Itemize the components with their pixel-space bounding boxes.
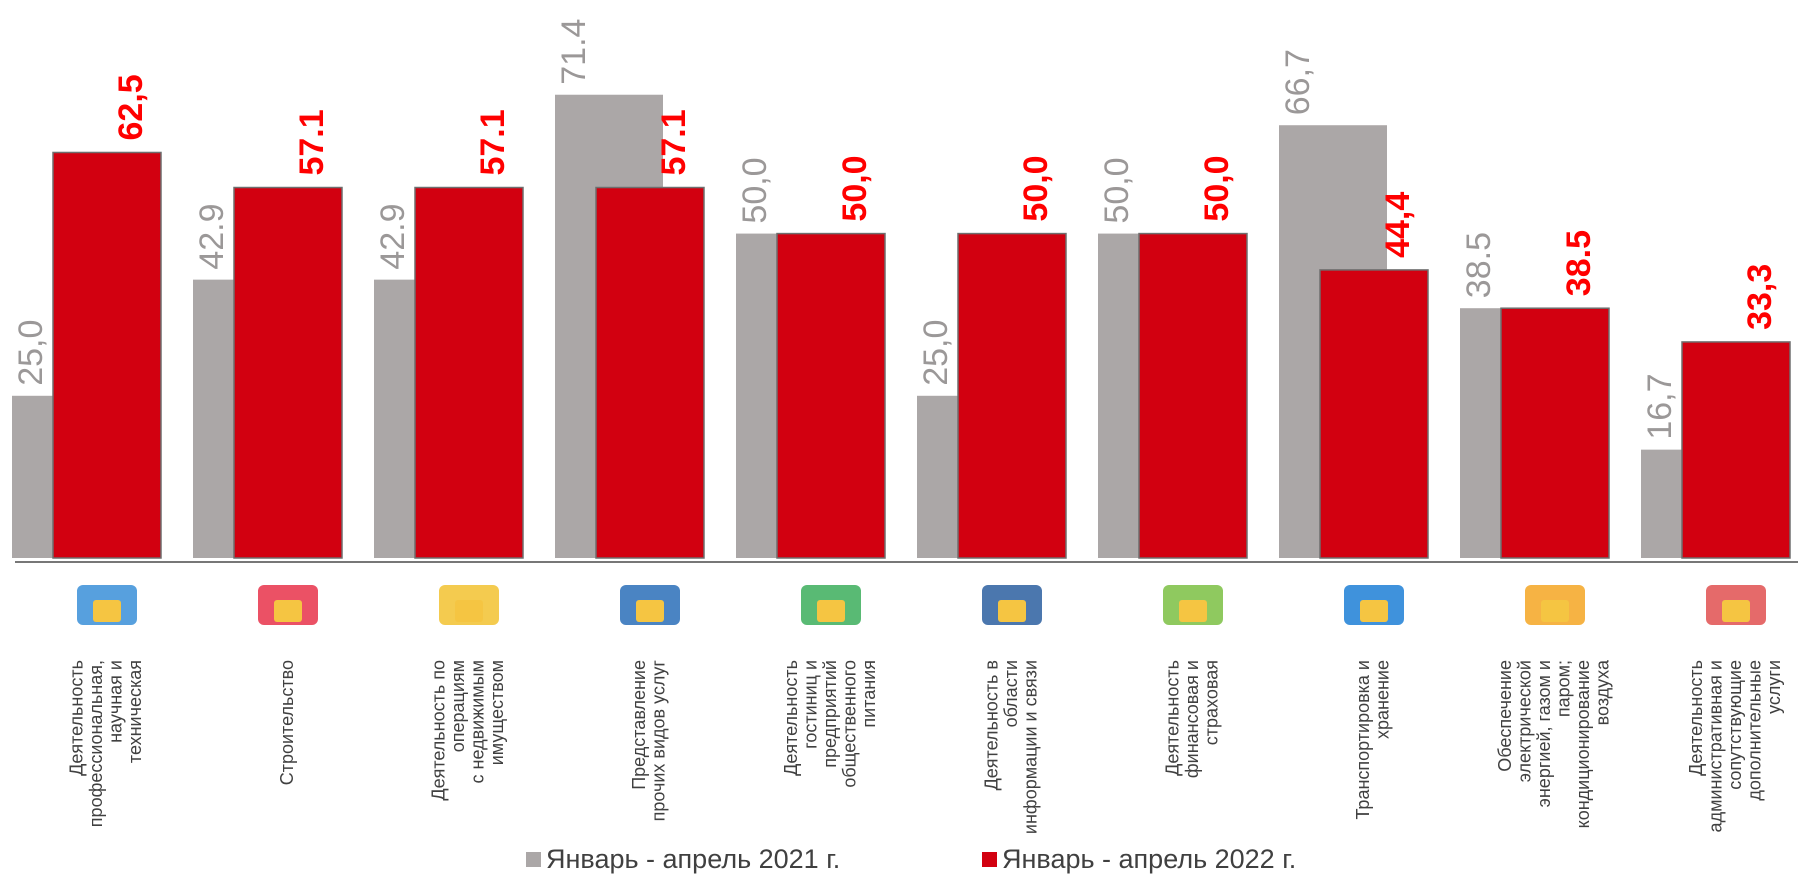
data-label: 16,7 [1641, 373, 1679, 439]
legend-swatch [982, 852, 997, 867]
data-label: 44,4 [1379, 192, 1417, 258]
category-icon [1360, 600, 1388, 622]
data-label: 71.4 [555, 19, 593, 85]
legend-swatch [526, 852, 541, 867]
data-label: 50,0 [836, 155, 874, 221]
x-tick-label: Обеспечение [1495, 660, 1515, 772]
data-label: 62,5 [112, 74, 150, 140]
data-label: 42.9 [193, 203, 231, 269]
data-label: 50,0 [1198, 155, 1236, 221]
bar [1681, 341, 1791, 559]
x-tick-label: общественного [839, 660, 859, 788]
x-tick-label: научная и [106, 660, 126, 743]
legend-label: Январь - апрель 2022 г. [1002, 844, 1296, 874]
x-tick-label: прочих видов услуг [649, 660, 669, 822]
x-tick-label: энергией, газом и [1534, 660, 1554, 807]
bar [595, 186, 705, 559]
data-label: 25,0 [12, 320, 50, 386]
data-label: 66,7 [1279, 49, 1317, 115]
legend-label: Январь - апрель 2021 г. [546, 844, 840, 874]
bar [957, 232, 1067, 559]
x-tick-label: паром; [1554, 660, 1574, 717]
bar [414, 186, 524, 559]
data-label: 25,0 [917, 320, 955, 386]
x-tick-label: административная и [1705, 660, 1725, 832]
data-label: 42.9 [374, 203, 412, 269]
x-tick-label: Деятельность [1686, 660, 1706, 776]
x-tick-label: Представление [629, 660, 649, 790]
x-tick-label: области [1001, 660, 1021, 727]
x-tick-label: Строительство [277, 660, 297, 785]
category-icon [93, 600, 121, 622]
category-icon [998, 600, 1026, 622]
data-label: 50,0 [1098, 157, 1136, 223]
category-icon [1722, 600, 1750, 622]
category-icon [817, 600, 845, 622]
x-tick-label: Деятельность по [429, 660, 449, 801]
data-label: 57.1 [655, 109, 693, 175]
x-tick-label: питания [859, 660, 879, 728]
bar [1319, 269, 1429, 559]
x-tick-label: услуги [1764, 660, 1784, 714]
x-tick-label: с недвижимым [468, 660, 488, 783]
x-tick-label: кондиционирование [1573, 660, 1593, 828]
x-tick-label: Деятельность [781, 660, 801, 776]
data-label: 50,0 [1017, 155, 1055, 221]
x-tick-label: техническая [125, 660, 145, 763]
bar [1138, 232, 1248, 559]
category-icon [1179, 600, 1207, 622]
category-icon [1541, 600, 1569, 622]
data-label: 38.5 [1560, 230, 1598, 296]
x-tick-label: Деятельность [1162, 660, 1182, 776]
data-label: 57.1 [474, 109, 512, 175]
x-tick-label: сопутствующие [1725, 660, 1745, 790]
x-tick-label: финансовая и [1182, 660, 1202, 778]
x-tick-label: хранение [1373, 660, 1393, 739]
data-label: 38.5 [1460, 232, 1498, 298]
category-icon [455, 600, 483, 622]
category-icon [274, 600, 302, 622]
x-tick-label: воздуха [1593, 659, 1613, 725]
data-label: 33,3 [1741, 264, 1779, 330]
x-tick-label: предприятий [820, 660, 840, 768]
category-icon [636, 600, 664, 622]
x-tick-label: Деятельность в [981, 660, 1001, 790]
x-tick-label: Деятельность [67, 660, 87, 776]
data-label: 57.1 [293, 109, 331, 175]
x-tick-label: Транспортировка и [1353, 660, 1373, 820]
x-tick-label: электрической [1515, 660, 1535, 782]
x-tick-label: страховая [1201, 660, 1221, 745]
x-tick-label: гостиниц и [800, 660, 820, 749]
bar [776, 232, 886, 559]
x-tick-label: имуществом [487, 660, 507, 765]
x-tick-label: дополнительные [1744, 660, 1764, 801]
bar [1500, 307, 1610, 559]
bar [52, 151, 162, 559]
x-tick-label: операциям [448, 660, 468, 752]
x-tick-label: информации и связи [1020, 660, 1040, 834]
bar [233, 186, 343, 559]
data-label: 50,0 [736, 157, 774, 223]
x-tick-label: профессиональная, [86, 660, 106, 827]
